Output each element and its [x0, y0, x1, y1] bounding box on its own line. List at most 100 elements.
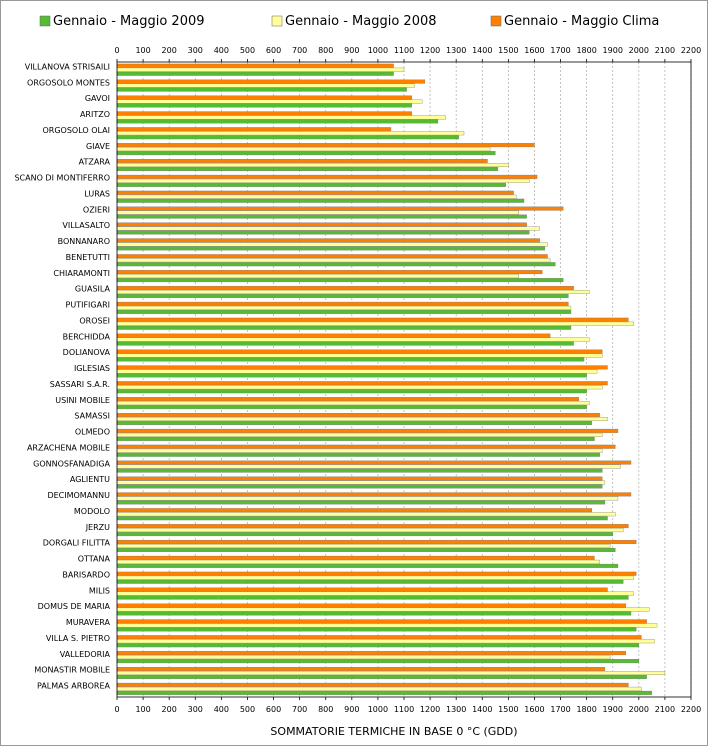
bar [116, 321, 634, 326]
bar [116, 274, 519, 279]
x-tick-label: 0 [114, 46, 119, 55]
x-tick-label: 1900 [603, 705, 623, 714]
bar [116, 607, 650, 612]
x-tick-label: 1800 [576, 46, 596, 55]
bar [116, 524, 629, 529]
category-label: DECIMOMANNU [47, 491, 110, 500]
x-tick-label: 700 [292, 705, 307, 714]
category-label: VILLA S. PIETRO [46, 634, 110, 643]
bar [116, 619, 647, 624]
bar [116, 579, 624, 584]
category-label: DOMUS DE MARIA [38, 602, 111, 611]
legend-label-clima: Gennaio - Maggio Clima [504, 14, 659, 29]
bar [116, 682, 629, 687]
bar [116, 686, 642, 691]
category-label: VILLASALTO [62, 221, 110, 230]
bar [116, 413, 600, 417]
category-label: BARISARDO [62, 570, 110, 579]
bar [116, 452, 600, 457]
bar [116, 63, 394, 68]
x-tick-label: 300 [188, 705, 203, 714]
bar [116, 555, 595, 560]
bar [116, 349, 603, 354]
bar [116, 226, 540, 231]
bar [116, 305, 572, 310]
bar [116, 353, 603, 358]
x-tick-labels-bottom: 0 100 200 300 400 500 600 700 800 900 1000 1100 1200… [114, 705, 701, 714]
bar [116, 516, 608, 521]
x-tick-label: 1800 [576, 705, 596, 714]
x-tick-label: 100 [135, 705, 150, 714]
bar [116, 214, 527, 219]
bar [116, 278, 564, 283]
bar [116, 444, 616, 449]
category-label: ATZARA [79, 158, 111, 167]
category-label: MILIS [89, 586, 110, 595]
bar [116, 337, 590, 342]
bar [116, 421, 593, 425]
bar [116, 83, 415, 88]
bar [116, 548, 616, 552]
bar [116, 639, 655, 644]
bar [116, 111, 413, 116]
category-label: OZIERI [83, 205, 110, 214]
x-tick-label: 700 [292, 46, 307, 55]
category-label: IGLESIAS [74, 364, 110, 373]
bar [116, 651, 626, 656]
x-tick-label: 1700 [550, 705, 570, 714]
category-label: DOLIANOVA [63, 348, 111, 357]
bar [116, 301, 569, 306]
category-label: ORGOSOLO MONTES [27, 78, 110, 87]
x-tick-label: 1600 [524, 705, 544, 714]
x-tick-label: 1900 [603, 46, 623, 55]
x-tick-label: 600 [266, 46, 281, 55]
bar [116, 317, 629, 322]
bar [116, 341, 574, 346]
category-labels: VILLANOVA STRISAILI ORGOSOLO MONTES GAVOI A… [14, 62, 110, 690]
bar [116, 512, 616, 517]
category-label: GIAVE [86, 142, 110, 151]
bar [116, 500, 606, 505]
bar [116, 591, 634, 596]
x-tick-label: 2100 [655, 46, 675, 55]
category-label: GONNOSFANADIGA [33, 459, 110, 468]
x-tick-label: 1500 [498, 46, 518, 55]
category-label: CHIARAMONTI [53, 269, 110, 278]
bar [116, 587, 608, 592]
bar [116, 309, 572, 314]
category-label: USINI MOBILE [55, 396, 110, 405]
bar [116, 528, 624, 533]
bar [116, 468, 603, 473]
bars [116, 63, 666, 695]
x-tick-label: 1100 [394, 705, 414, 714]
bar [116, 575, 634, 580]
legend-swatch-2009 [39, 15, 51, 27]
x-tick-label: 1400 [472, 705, 492, 714]
legend-label-2008: Gennaio - Maggio 2008 [285, 14, 437, 29]
bar [116, 210, 519, 215]
x-tick-label: 1000 [368, 705, 388, 714]
axes [116, 59, 692, 700]
bar [116, 147, 491, 152]
bar [116, 119, 439, 124]
x-tick-label: 2000 [629, 705, 649, 714]
x-tick-label: 1300 [446, 705, 466, 714]
bar [116, 635, 642, 640]
x-tick-label: 200 [162, 705, 177, 714]
category-label: SAMASSI [74, 412, 110, 421]
bar [116, 675, 647, 679]
x-tick-label: 1400 [472, 46, 492, 55]
bar [116, 627, 637, 632]
bar [116, 655, 611, 660]
category-label: SASSARI S.A.R. [50, 380, 110, 389]
x-axis-title: SOMMATORIE TERMICHE IN BASE 0 °C (GDD) [270, 725, 517, 738]
bar [116, 333, 551, 338]
category-label: OLMEDO [75, 428, 110, 437]
legend-swatch-clima [490, 15, 502, 27]
category-label: OTTANA [78, 555, 111, 564]
x-tick-label: 1300 [446, 46, 466, 55]
bar [116, 325, 572, 330]
x-tick-label: 400 [214, 705, 229, 714]
x-tick-label: 1200 [420, 705, 440, 714]
